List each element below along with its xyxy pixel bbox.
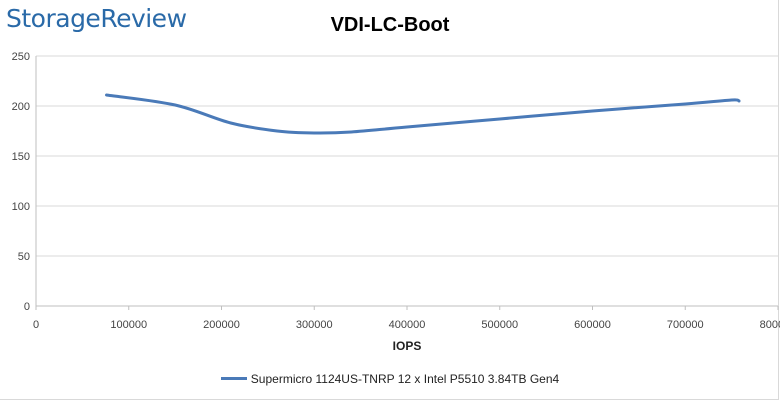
y-tick-label: 250 bbox=[12, 51, 30, 63]
chart-title-text: VDI-LC-Boot bbox=[330, 14, 450, 36]
y-tick-label: 200 bbox=[12, 101, 30, 113]
y-tick-label: 50 bbox=[18, 251, 30, 263]
x-axis-label: IOPS bbox=[393, 339, 422, 353]
x-tick-label: 300000 bbox=[296, 319, 333, 331]
x-tick-label: 600000 bbox=[574, 319, 611, 331]
chart-title: VDI-LC-Boot bbox=[0, 14, 780, 37]
x-tick-label: 700000 bbox=[667, 319, 704, 331]
x-tick-label: 0 bbox=[33, 319, 39, 331]
x-tick-label: 400000 bbox=[389, 319, 426, 331]
series-line bbox=[104, 93, 741, 135]
x-tick-label: 500000 bbox=[481, 319, 518, 331]
x-tick-label: 800000 bbox=[760, 319, 780, 331]
x-tick-label: 100000 bbox=[110, 319, 147, 331]
y-tick-label: 0 bbox=[24, 301, 30, 313]
y-tick-label: 100 bbox=[12, 201, 30, 213]
chart-legend: Supermicro 1124US-TNRP 12 x Intel P5510 … bbox=[0, 372, 780, 386]
y-tick-label: 150 bbox=[12, 151, 30, 163]
legend-swatch bbox=[220, 377, 247, 381]
x-tick-label: 200000 bbox=[203, 319, 240, 331]
legend-series-label: Supermicro 1124US-TNRP 12 x Intel P5510 … bbox=[250, 372, 560, 386]
storagereview-logo: StorageReview bbox=[6, 4, 187, 33]
